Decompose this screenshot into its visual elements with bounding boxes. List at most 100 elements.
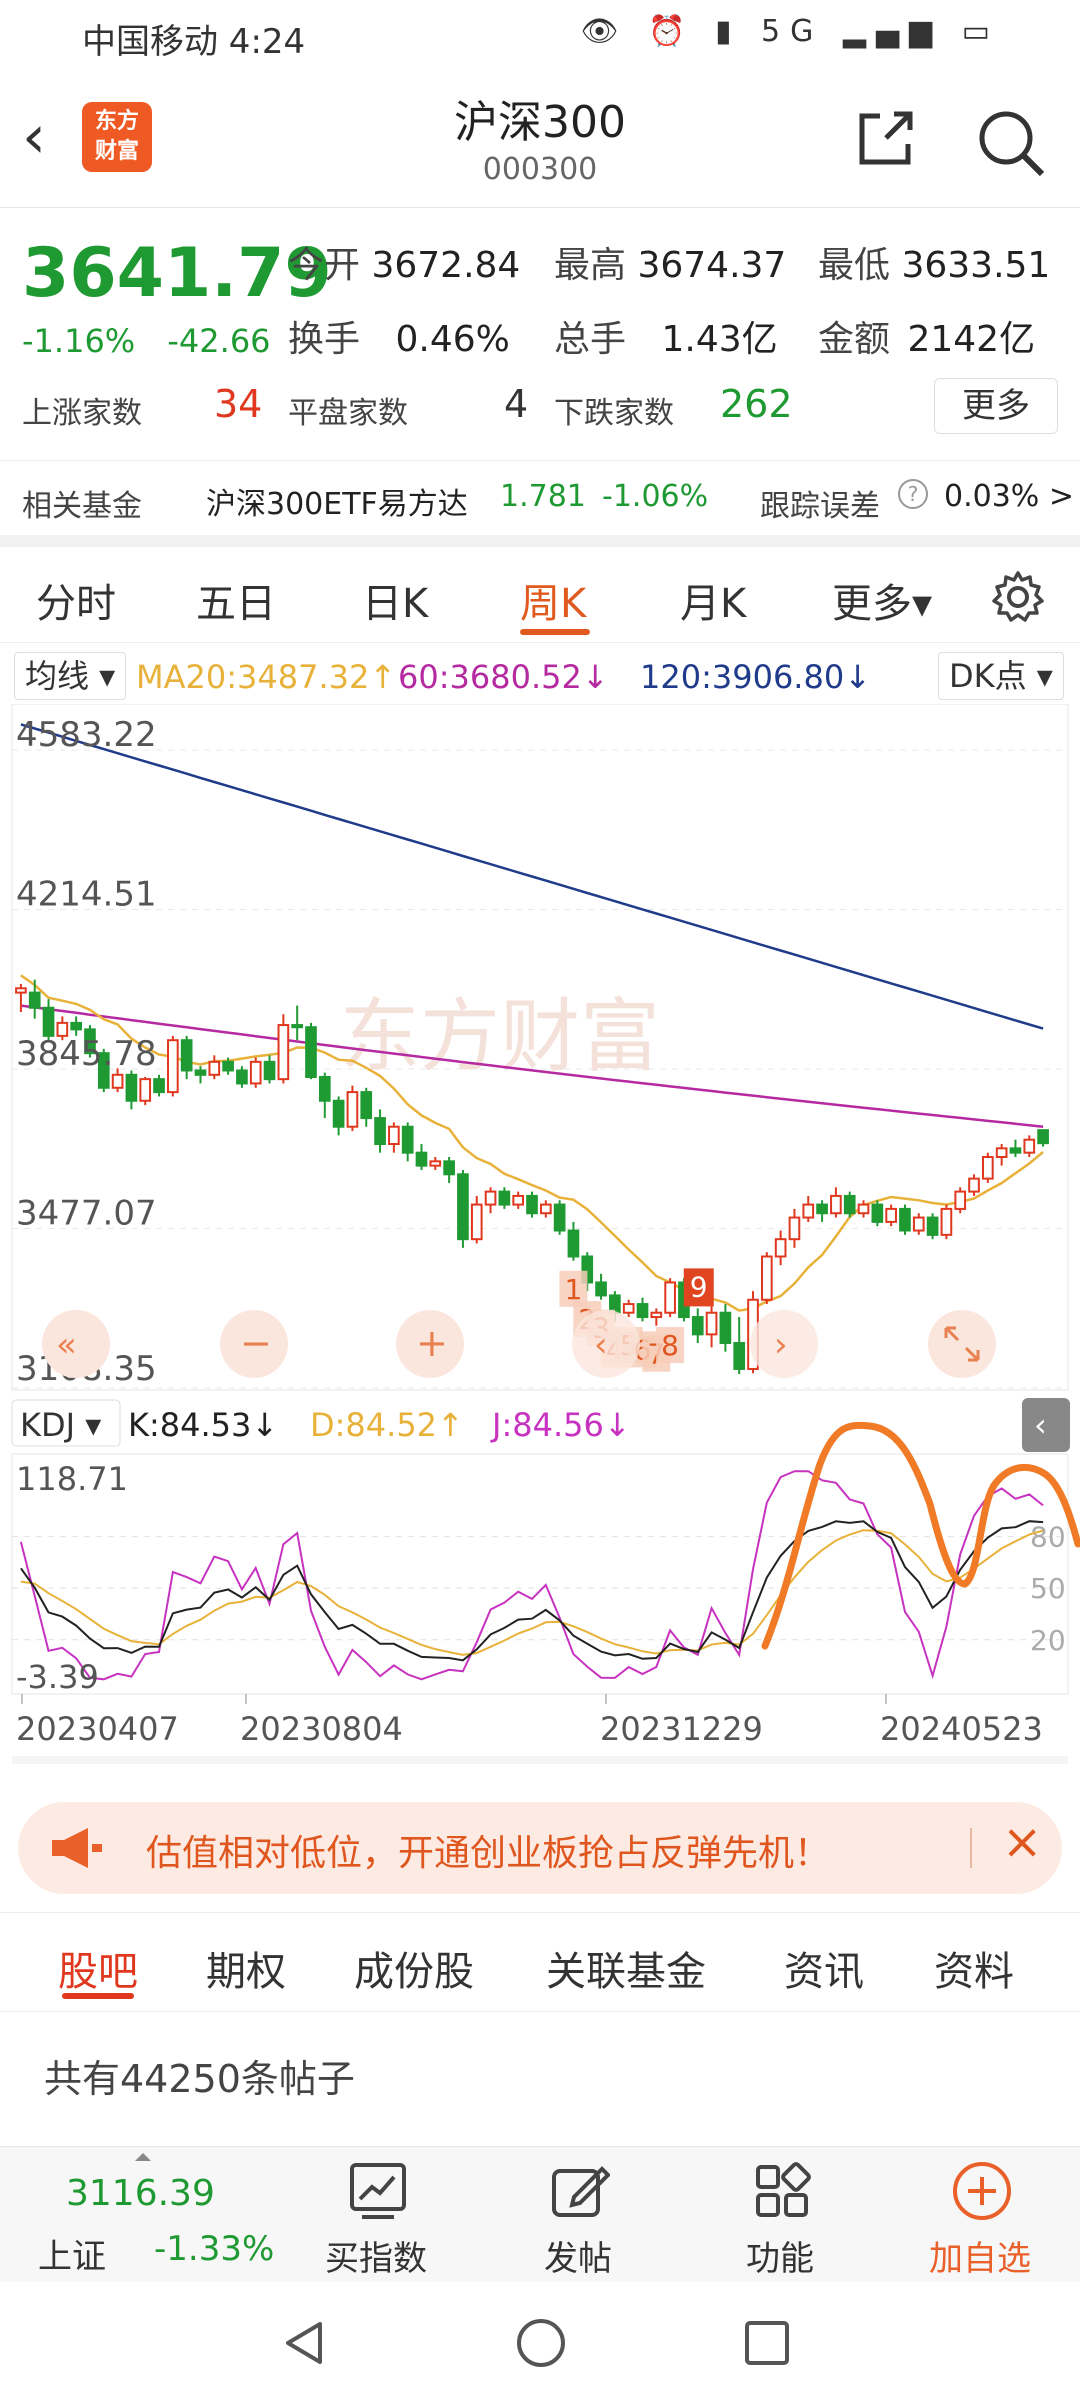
share-icon[interactable]: [856, 108, 916, 168]
candle: [636, 1303, 649, 1319]
promo-banner[interactable]: 估值相对低位，开通创业板抢占反弹先机！ ×: [18, 1802, 1062, 1894]
tab-monthly[interactable]: 月K: [680, 581, 747, 627]
kline-chart[interactable]: 东方财富 123456789 4583.224214.513845.783477…: [0, 704, 1080, 1784]
high-value: 3674.37: [637, 245, 787, 286]
gear-icon[interactable]: [990, 569, 1046, 625]
kdj-selector[interactable]: KDJ ▾: [20, 1406, 101, 1444]
help-icon[interactable]: ?: [898, 479, 928, 509]
candle: [208, 1060, 221, 1076]
candle: [291, 1024, 304, 1029]
step-right-button[interactable]: [750, 1310, 818, 1378]
index-ticker[interactable]: 3116.39 上证 -1.33%: [20, 2147, 280, 2283]
more-button[interactable]: 更多: [934, 378, 1058, 434]
kdj-top-label: 118.71: [16, 1460, 128, 1498]
edit-icon: [552, 2166, 610, 2217]
nav-home-icon[interactable]: [514, 2316, 568, 2370]
kdj-level-label: 80: [1030, 1521, 1066, 1554]
back-icon[interactable]: ‹: [22, 102, 46, 172]
tab-weekly[interactable]: 周K: [520, 581, 587, 627]
candle: [899, 1207, 911, 1232]
tab-options[interactable]: 期权: [206, 1949, 286, 1995]
related-fund-row[interactable]: 相关基金 沪深300ETF易方达 1.781 -1.06% 跟踪误差 ? 0.0…: [0, 460, 1080, 530]
candle: [97, 1052, 110, 1089]
candle: [222, 1060, 234, 1072]
stock-code: 000300: [482, 152, 598, 187]
candle: [125, 1073, 138, 1102]
tab-daily[interactable]: 日K: [362, 581, 429, 627]
step-left-button[interactable]: [572, 1310, 640, 1378]
candle: [346, 1091, 359, 1128]
tab-related-funds[interactable]: 关联基金: [546, 1949, 706, 1995]
post-button[interactable]: 发帖: [498, 2147, 658, 2283]
functions-label: 功能: [746, 2239, 814, 2279]
close-icon[interactable]: ×: [1002, 1814, 1043, 1870]
date-label: 20231229: [600, 1710, 763, 1748]
volume-value: 1.43亿: [661, 319, 778, 360]
search-icon[interactable]: [976, 108, 1046, 178]
kdj-selector-box[interactable]: [11, 1399, 121, 1447]
add-watchlist-button[interactable]: 加自选: [900, 2147, 1060, 2283]
fund-change: -1.06%: [602, 479, 709, 514]
collapse-chevron-icon: ‹: [1034, 1406, 1047, 1444]
candle: [263, 1060, 276, 1081]
ma-selector[interactable]: 均线 ▾: [14, 652, 127, 700]
tab-five-day[interactable]: 五日: [196, 581, 276, 627]
content-tabs: 股吧 期权 成份股 关联基金 资讯 资料: [0, 1912, 1080, 2012]
post-count: 共有44250条帖子: [44, 2057, 355, 2101]
nav-recents-icon[interactable]: [742, 2318, 792, 2368]
app-logo[interactable]: 东方 财富: [82, 102, 152, 172]
signal-marker: 1: [564, 1273, 582, 1306]
candle: [650, 1311, 663, 1319]
nav-back-icon[interactable]: [280, 2318, 330, 2368]
tab-more[interactable]: 更多▾: [832, 581, 933, 627]
fullscreen-button[interactable]: [928, 1310, 996, 1378]
zoom-in-button[interactable]: [396, 1310, 464, 1378]
candle: [733, 1342, 746, 1370]
status-icons: 👁 ⏰ ▮ 5G ▂▄▆ ▭: [580, 14, 1000, 49]
tab-news[interactable]: 资讯: [784, 1949, 864, 1995]
candle: [360, 1091, 373, 1120]
candle: [830, 1194, 842, 1215]
tab-guba[interactable]: 股吧: [58, 1949, 138, 1995]
functions-button[interactable]: 功能: [700, 2147, 860, 2283]
content-tab-indicator: [62, 1993, 134, 1999]
change-pct: -1.16%: [22, 322, 136, 360]
down-count-value: 262: [720, 382, 793, 426]
date-label: 20230407: [16, 1710, 179, 1748]
dk-selector[interactable]: DK点 ▾: [938, 652, 1064, 700]
candle: [691, 1316, 704, 1336]
candle: [567, 1229, 580, 1258]
tab-profile[interactable]: 资料: [934, 1949, 1014, 1995]
zoom-out-button[interactable]: [220, 1310, 288, 1378]
candle: [719, 1311, 732, 1345]
hand-drawn-annotation: [761, 1421, 1080, 1650]
candle: [139, 1078, 152, 1102]
candle: [15, 987, 27, 994]
candle: [194, 1069, 207, 1076]
candle: [802, 1203, 815, 1219]
add-circle-icon: [953, 2162, 1011, 2220]
candle: [111, 1073, 124, 1089]
buy-index-label: 买指数: [325, 2239, 427, 2279]
candle: [498, 1190, 511, 1206]
scroll-left-button[interactable]: [42, 1310, 110, 1378]
tab-minute[interactable]: 分时: [36, 581, 116, 627]
double-chevron-left-icon: «: [56, 1325, 77, 1365]
kdj-d-value: D:84.52↑: [310, 1406, 464, 1444]
candle: [70, 1021, 82, 1031]
collapse-panel-button[interactable]: [1022, 1398, 1070, 1452]
logo-line-1: 东方: [94, 109, 139, 134]
system-nav-bar: [0, 2282, 1080, 2400]
caret-up-icon: [135, 2153, 151, 2161]
kdj-level-label: 20: [1030, 1624, 1066, 1657]
signal-nine-bg: [683, 1268, 714, 1307]
tracking-label: 跟踪误差: [760, 489, 880, 524]
tab-constituents[interactable]: 成份股: [354, 1949, 474, 1995]
buy-index-button[interactable]: 买指数: [296, 2147, 456, 2283]
candle: [249, 1060, 262, 1085]
candle: [940, 1207, 953, 1236]
high-label: 最高: [554, 245, 627, 286]
date-label: 20240523: [880, 1710, 1043, 1748]
candle: [318, 1075, 331, 1102]
signal-nine: 9: [690, 1270, 708, 1303]
